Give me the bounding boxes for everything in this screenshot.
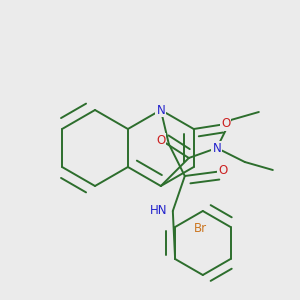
Text: N: N <box>212 142 221 154</box>
Text: N: N <box>156 103 165 116</box>
Text: O: O <box>221 118 230 130</box>
Text: O: O <box>156 134 165 146</box>
Text: HN: HN <box>150 205 168 218</box>
Text: Br: Br <box>194 223 207 236</box>
Text: O: O <box>218 164 227 178</box>
